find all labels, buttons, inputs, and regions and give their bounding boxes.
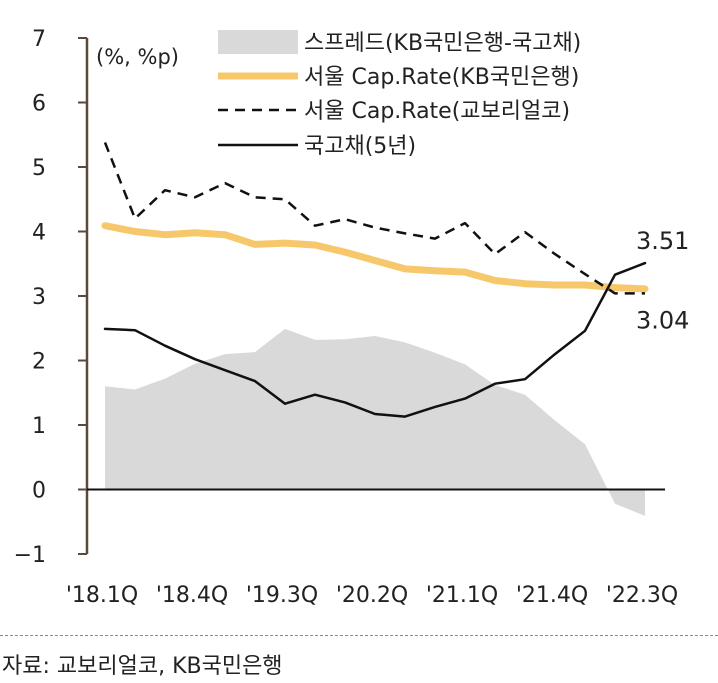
x-tick-label: '21.4Q xyxy=(516,583,588,608)
x-tick-label: '19.3Q xyxy=(246,583,318,608)
line-layer xyxy=(101,142,649,418)
y-tick-label: 4 xyxy=(32,221,46,246)
data-label: 3.04 xyxy=(636,306,689,334)
legend: 스프레드(KB국민은행-국고채) 서울 Cap.Rate(KB국민은행) 서울 Ca… xyxy=(218,30,581,159)
treasury-5y-line xyxy=(103,261,647,418)
kb-cap-rate-line xyxy=(101,222,649,293)
legend-swatch-spread xyxy=(218,30,298,54)
source-divider xyxy=(0,635,718,636)
x-tick-label: '21.1Q xyxy=(426,583,498,608)
x-tick-label: '22.3Q xyxy=(606,583,678,608)
y-tick-label: −1 xyxy=(14,543,46,568)
x-tick-label: '18.4Q xyxy=(156,583,228,608)
kyobo-cap-rate-line xyxy=(103,142,645,295)
chart: 7 6 5 4 3 2 1 0 −1 '18.1Q '18.4Q '19.3Q '20.2Q '21.1Q… xyxy=(14,27,690,608)
data-label: 3.51 xyxy=(636,227,689,255)
legend-label: 스프레드(KB국민은행-국고채) xyxy=(304,31,581,56)
spread-area-layer xyxy=(105,328,645,516)
legend-label: 서울 Cap.Rate(교보리얼코) xyxy=(304,99,570,124)
legend-label: 국고채(5년) xyxy=(304,134,416,159)
x-tick-label: '20.2Q xyxy=(336,583,408,608)
unit-label: (%, %p) xyxy=(96,45,179,69)
spread-area xyxy=(105,328,645,516)
y-tick-label: 6 xyxy=(32,92,46,117)
label-layer: 3.51 3.04 xyxy=(636,227,689,334)
y-tick-label: 3 xyxy=(32,285,46,310)
source-note: 자료: 교보리얼코, KB국민은행 xyxy=(2,654,283,679)
y-tick-label: 0 xyxy=(32,479,46,504)
y-tick-label: 7 xyxy=(32,27,46,52)
y-tick-label: 5 xyxy=(32,156,46,181)
y-tick-label: 1 xyxy=(32,414,46,439)
y-tick-label: 2 xyxy=(32,350,46,375)
legend-label: 서울 Cap.Rate(KB국민은행) xyxy=(304,65,579,90)
x-tick-label: '18.1Q xyxy=(66,583,138,608)
axis-layer: 7 6 5 4 3 2 1 0 −1 '18.1Q '18.4Q '19.3Q '20.2Q '21.1Q… xyxy=(14,27,679,608)
